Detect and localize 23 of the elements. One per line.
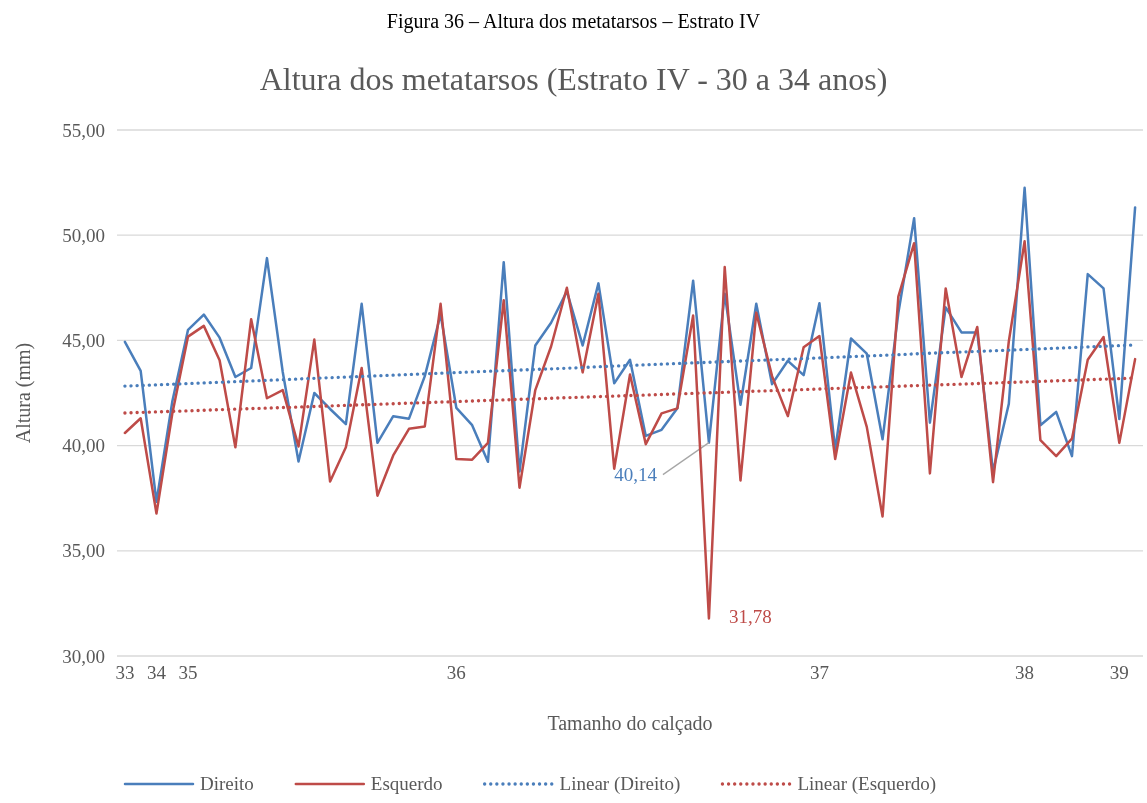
y-tick-label: 35,00	[62, 540, 105, 562]
y-tick-label: 55,00	[62, 119, 105, 141]
x-tick-label: 34	[146, 662, 167, 684]
legend-label: Direito	[200, 773, 254, 794]
y-axis-title: Altura (mm)	[12, 342, 35, 444]
x-tick-label: 37	[809, 662, 829, 684]
legend-label: Esquerdo	[370, 773, 443, 794]
x-tick-label: 33	[115, 662, 135, 684]
legend-label: Linear (Esquerdo)	[797, 773, 937, 795]
x-axis-title: Tamanho do calçado	[547, 712, 713, 735]
y-tick-label: 50,00	[62, 224, 105, 246]
chart-subtitle: Altura dos metatarsos (Estrato IV - 30 a 34 anos)	[259, 61, 888, 97]
data-label: 31,78	[728, 605, 772, 627]
y-tick-label: 45,00	[62, 329, 105, 351]
data-label: 40,14	[614, 463, 658, 485]
chart-title: Figura 36 – Altura dos metatarsos – Estrato IV	[386, 10, 761, 33]
x-tick-label: 36	[446, 662, 466, 684]
legend-label: Linear (Direito)	[559, 773, 681, 795]
x-tick-label: 39	[1109, 662, 1129, 684]
y-tick-label: 30,00	[62, 645, 105, 667]
y-tick-label: 40,00	[62, 435, 105, 457]
x-tick-label: 38	[1015, 662, 1035, 684]
x-tick-label: 35	[178, 662, 198, 684]
